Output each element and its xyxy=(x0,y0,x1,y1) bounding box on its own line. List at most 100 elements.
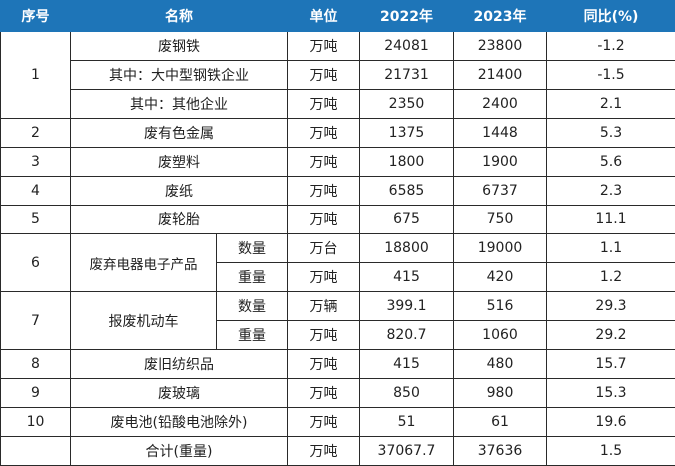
value-2022: 18800 xyxy=(359,233,454,264)
yoy-cell: -1.2 xyxy=(546,31,675,61)
row-number: 10 xyxy=(0,406,71,437)
sub-item: 重量 xyxy=(216,262,288,293)
value-2022: 820.7 xyxy=(359,320,454,351)
table-row: 其中：大中型钢铁企业 万吨 21731 21400 -1.5 xyxy=(1,59,675,90)
yoy-cell: 2.1 xyxy=(546,88,675,119)
unit-cell: 万吨 xyxy=(287,59,360,90)
value-2023: 23800 xyxy=(453,31,547,61)
item-name: 废旧纺织品 xyxy=(70,349,288,380)
item-name: 废弃电器电子产品 xyxy=(70,233,217,293)
value-2023: 61 xyxy=(453,406,547,437)
row-number: 9 xyxy=(0,378,71,408)
table-row: 10 废电池(铅酸电池除外) 万吨 51 61 19.6 xyxy=(0,406,675,437)
table-row: 9 废玻璃 万吨 850 980 15.3 xyxy=(0,378,675,408)
yoy-cell: 29.2 xyxy=(546,320,675,351)
value-2022: 37067.7 xyxy=(359,435,454,466)
unit-cell: 万吨 xyxy=(287,378,360,408)
item-name: 其中：其他企业 xyxy=(70,88,288,119)
table-row: 2 废有色金属 万吨 1375 1448 5.3 xyxy=(0,117,675,148)
total-row: 合计(重量) 万吨 37067.7 37636 1.5 xyxy=(0,435,675,466)
unit-cell: 万吨 xyxy=(287,204,360,235)
item-name: 报废机动车 xyxy=(70,291,217,351)
item-name: 废纸 xyxy=(70,175,288,206)
header-yoy: 同比(%) xyxy=(546,0,675,32)
value-2023: 19000 xyxy=(453,233,547,264)
yoy-cell: 1.1 xyxy=(546,233,675,264)
table-row: 8 废旧纺织品 万吨 415 480 15.7 xyxy=(0,349,675,380)
row-number: 4 xyxy=(0,175,71,206)
unit-cell: 万辆 xyxy=(287,291,360,322)
value-2023: 6737 xyxy=(453,175,547,206)
yoy-cell: 19.6 xyxy=(546,406,675,437)
value-2022: 415 xyxy=(359,262,454,293)
value-2022: 21731 xyxy=(359,59,454,90)
value-2022: 675 xyxy=(359,204,454,235)
value-2022: 1800 xyxy=(359,146,454,177)
sub-item: 数量 xyxy=(216,233,288,264)
item-name: 合计(重量) xyxy=(70,435,288,466)
value-2023: 516 xyxy=(453,291,547,322)
unit-cell: 万吨 xyxy=(287,349,360,380)
row-number: 2 xyxy=(0,117,71,148)
value-2023: 1900 xyxy=(453,146,547,177)
unit-cell: 万吨 xyxy=(287,31,360,61)
unit-cell: 万台 xyxy=(287,233,360,264)
row-number: 7 xyxy=(0,291,71,351)
value-2023: 750 xyxy=(453,204,547,235)
value-2022: 51 xyxy=(359,406,454,437)
yoy-cell: 29.3 xyxy=(546,291,675,322)
yoy-cell: 5.3 xyxy=(546,117,675,148)
table-row: 1 废钢铁 万吨 24081 23800 -1.2 xyxy=(0,31,675,119)
item-name: 废钢铁 xyxy=(70,31,288,61)
header-unit: 单位 xyxy=(287,0,360,32)
value-2023: 2400 xyxy=(453,88,547,119)
value-2022: 850 xyxy=(359,378,454,408)
item-name: 废塑料 xyxy=(70,146,288,177)
value-2022: 6585 xyxy=(359,175,454,206)
item-name: 废有色金属 xyxy=(70,117,288,148)
yoy-cell: 11.1 xyxy=(546,204,675,235)
value-2022: 399.1 xyxy=(359,291,454,322)
yoy-cell: 15.7 xyxy=(546,349,675,380)
value-2022: 24081 xyxy=(359,31,454,61)
value-2023: 21400 xyxy=(453,59,547,90)
table-row: 7 报废机动车 数量 万辆 399.1 516 29.3 xyxy=(0,291,675,351)
item-name: 废玻璃 xyxy=(70,378,288,408)
row-number: 8 xyxy=(0,349,71,380)
table-row: 其中：其他企业 万吨 2350 2400 2.1 xyxy=(1,88,675,119)
value-2022: 1375 xyxy=(359,117,454,148)
header-2023: 2023年 xyxy=(453,0,547,32)
header-no: 序号 xyxy=(0,0,71,32)
yoy-cell: 1.5 xyxy=(546,435,675,466)
table-row: 6 废弃电器电子产品 数量 万台 18800 19000 1.1 xyxy=(0,233,675,293)
unit-cell: 万吨 xyxy=(287,175,360,206)
value-2022: 2350 xyxy=(359,88,454,119)
yoy-cell: 2.3 xyxy=(546,175,675,206)
yoy-cell: 15.3 xyxy=(546,378,675,408)
table-row: 4 废纸 万吨 6585 6737 2.3 xyxy=(0,175,675,206)
value-2023: 480 xyxy=(453,349,547,380)
item-name: 废电池(铅酸电池除外) xyxy=(70,406,288,437)
unit-cell: 万吨 xyxy=(287,435,360,466)
row-number: 6 xyxy=(0,233,71,293)
yoy-cell: 1.2 xyxy=(546,262,675,293)
table-row: 5 废轮胎 万吨 675 750 11.1 xyxy=(0,204,675,235)
header-row: 序号 名称 单位 2022年 2023年 同比(%) xyxy=(0,0,675,32)
header-name: 名称 xyxy=(70,0,288,32)
value-2023: 1060 xyxy=(453,320,547,351)
table-row: 重量 万吨 820.7 1060 29.2 xyxy=(1,320,675,351)
unit-cell: 万吨 xyxy=(287,117,360,148)
unit-cell: 万吨 xyxy=(287,262,360,293)
unit-cell: 万吨 xyxy=(287,406,360,437)
value-2023: 1448 xyxy=(453,117,547,148)
row-number: 5 xyxy=(0,204,71,235)
row-number: 3 xyxy=(0,146,71,177)
item-name: 其中：大中型钢铁企业 xyxy=(70,59,288,90)
table-row: 重量 万吨 415 420 1.2 xyxy=(1,262,675,293)
header-2022: 2022年 xyxy=(359,0,454,32)
yoy-cell: -1.5 xyxy=(546,59,675,90)
sub-item: 重量 xyxy=(216,320,288,351)
row-number: 1 xyxy=(0,31,71,119)
table-row: 3 废塑料 万吨 1800 1900 5.6 xyxy=(0,146,675,177)
